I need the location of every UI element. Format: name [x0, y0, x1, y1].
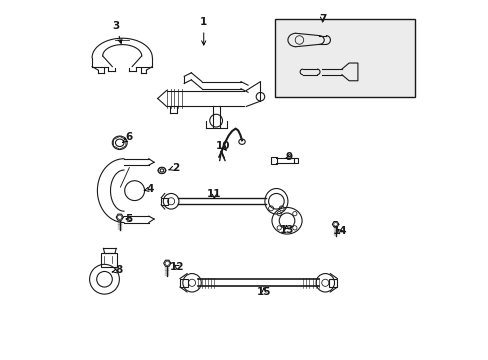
- Bar: [180, 279, 188, 287]
- Text: 3: 3: [112, 21, 122, 43]
- Text: 6: 6: [122, 132, 133, 143]
- Text: 14: 14: [332, 226, 347, 237]
- Text: 8: 8: [112, 265, 122, 275]
- FancyBboxPatch shape: [274, 19, 414, 97]
- Bar: [161, 198, 168, 205]
- Text: 15: 15: [256, 287, 271, 297]
- Text: 9: 9: [285, 152, 292, 162]
- Text: 13: 13: [279, 225, 294, 235]
- Text: 5: 5: [125, 214, 133, 224]
- Bar: [328, 279, 337, 287]
- Bar: [293, 158, 298, 163]
- Text: 4: 4: [144, 184, 154, 194]
- Text: 11: 11: [207, 189, 221, 199]
- Text: 7: 7: [318, 14, 325, 24]
- Text: 1: 1: [200, 17, 207, 45]
- Text: 12: 12: [169, 262, 184, 272]
- Bar: [270, 157, 277, 164]
- Text: 2: 2: [168, 163, 179, 172]
- Bar: [101, 253, 117, 267]
- Text: 10: 10: [216, 141, 230, 151]
